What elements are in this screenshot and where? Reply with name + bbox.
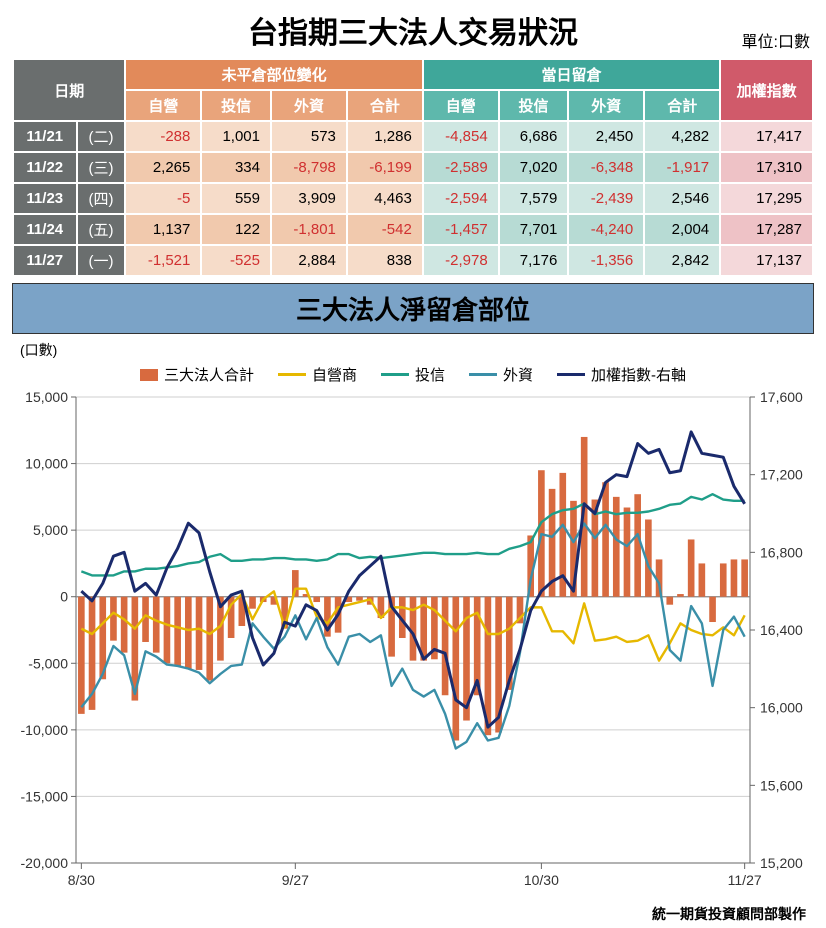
svg-text:11/27: 11/27 (728, 872, 762, 888)
svg-text:16,400: 16,400 (760, 622, 803, 638)
svg-text:-10,000: -10,000 (21, 722, 69, 738)
svg-text:10,000: 10,000 (25, 456, 68, 472)
legend-item: 投信 (381, 364, 445, 385)
legend-item: 三大法人合計 (140, 364, 254, 385)
table-row: 11/27(一)-1,521-5252,884838-2,9787,176-1,… (13, 245, 813, 276)
svg-text:9/27: 9/27 (282, 872, 309, 888)
svg-text:-15,000: -15,000 (21, 788, 69, 804)
svg-text:10/30: 10/30 (524, 872, 559, 888)
svg-text:-20,000: -20,000 (21, 855, 69, 871)
table-row: 11/21(二)-2881,0015731,286-4,8546,6862,45… (13, 121, 813, 152)
table-row: 11/22(三)2,265334-8,798-6,199-2,5897,020-… (13, 152, 813, 183)
svg-text:-5,000: -5,000 (28, 655, 68, 671)
chart-subtitle: 三大法人淨留倉部位 (12, 283, 814, 334)
svg-text:17,600: 17,600 (760, 389, 803, 405)
page-title: 台指期三大法人交易狀況 (248, 8, 578, 52)
svg-text:5,000: 5,000 (33, 522, 68, 538)
y-axis-unit: (口數) (12, 340, 814, 360)
svg-text:0: 0 (60, 589, 68, 605)
data-table: 日期未平倉部位變化當日留倉加權指數自營投信外資合計自營投信外資合計11/21(二… (12, 58, 814, 277)
svg-text:15,200: 15,200 (760, 855, 803, 871)
svg-text:16,800: 16,800 (760, 544, 803, 560)
svg-text:15,000: 15,000 (25, 389, 68, 405)
table-row: 11/23(四)-55593,9094,463-2,5947,579-2,439… (13, 183, 813, 214)
unit-label: 單位:口數 (742, 28, 810, 52)
svg-text:8/30: 8/30 (68, 872, 95, 888)
combo-chart: -20,000 -15,000 -10,000 -5,000 0 5,000 10,000 1… (12, 387, 814, 897)
chart-legend: 三大法人合計 自營商 投信 外資 加權指數-右軸 (12, 360, 814, 387)
table-row: 11/24(五)1,137122-1,801-542-1,4577,701-4,… (13, 214, 813, 245)
chart-container: (口數) 三大法人合計 自營商 投信 外資 加權指數-右軸 -20,000 -15,000… (12, 340, 814, 900)
svg-text:15,600: 15,600 (760, 777, 803, 793)
legend-item: 加權指數-右軸 (557, 364, 686, 385)
svg-text:16,000: 16,000 (760, 700, 803, 716)
footer-credit: 統一期貨投資顧問部製作 (12, 900, 814, 924)
legend-item: 自營商 (278, 364, 357, 385)
legend-item: 外資 (469, 364, 533, 385)
svg-text:17,200: 17,200 (760, 467, 803, 483)
